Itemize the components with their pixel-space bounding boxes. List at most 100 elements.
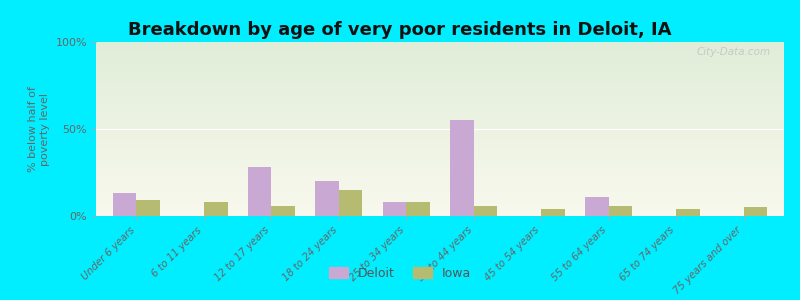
Legend: Deloit, Iowa: Deloit, Iowa [324, 262, 476, 285]
Bar [96, 201, 784, 202]
Bar [96, 189, 784, 190]
Bar [96, 142, 784, 143]
Bar [96, 182, 784, 183]
Bar [96, 120, 784, 121]
Bar [96, 173, 784, 174]
Bar [96, 214, 784, 215]
Bar [96, 183, 784, 184]
Bar [96, 111, 784, 112]
Bar [96, 43, 784, 44]
Bar [676, 209, 700, 216]
Bar [96, 203, 784, 204]
Bar [96, 98, 784, 99]
Bar [96, 94, 784, 95]
Bar [96, 102, 784, 103]
Bar [96, 211, 784, 212]
Bar [96, 153, 784, 154]
Bar [96, 85, 784, 86]
Bar [204, 202, 227, 216]
Bar [96, 76, 784, 77]
Bar [96, 46, 784, 47]
Bar [96, 71, 784, 72]
Bar [96, 69, 784, 70]
Bar [271, 206, 295, 216]
Bar [96, 44, 784, 45]
Bar [96, 159, 784, 160]
Bar [96, 122, 784, 123]
Bar [96, 200, 784, 201]
Bar [96, 73, 784, 74]
Bar [96, 148, 784, 149]
Bar [96, 126, 784, 127]
Bar [96, 172, 784, 173]
Bar [96, 125, 784, 126]
Bar [585, 197, 609, 216]
Bar [96, 128, 784, 129]
Bar [96, 192, 784, 193]
Bar [96, 132, 784, 133]
Bar [96, 91, 784, 92]
Bar [541, 209, 565, 216]
Bar [96, 130, 784, 131]
Bar [96, 121, 784, 122]
Bar [96, 105, 784, 106]
Text: Breakdown by age of very poor residents in Deloit, IA: Breakdown by age of very poor residents … [128, 21, 672, 39]
Bar [96, 133, 784, 134]
Bar [96, 59, 784, 60]
Bar [96, 124, 784, 125]
Bar [96, 194, 784, 195]
Bar [96, 84, 784, 85]
Bar [96, 90, 784, 91]
Bar [96, 129, 784, 130]
Bar [96, 165, 784, 166]
Bar [96, 100, 784, 101]
Bar [96, 150, 784, 151]
Bar [96, 196, 784, 197]
Bar [96, 157, 784, 158]
Bar [96, 144, 784, 145]
Bar [96, 135, 784, 136]
Bar [96, 109, 784, 110]
Bar [96, 114, 784, 115]
Bar [96, 79, 784, 80]
Bar [96, 178, 784, 179]
Bar [96, 88, 784, 89]
Bar [96, 107, 784, 108]
Bar [96, 161, 784, 162]
Bar [96, 117, 784, 118]
Bar [96, 179, 784, 180]
Bar [96, 93, 784, 94]
Bar [96, 56, 784, 57]
Bar [96, 70, 784, 71]
Bar [96, 136, 784, 137]
Bar [96, 83, 784, 84]
Bar [474, 206, 498, 216]
Bar [96, 80, 784, 81]
Bar [96, 55, 784, 56]
Bar [96, 63, 784, 64]
Bar [96, 215, 784, 216]
Bar [96, 68, 784, 69]
Bar [96, 47, 784, 48]
Bar [96, 110, 784, 111]
Bar [96, 123, 784, 124]
Bar [96, 74, 784, 75]
Bar [96, 75, 784, 76]
Bar [96, 158, 784, 159]
Bar [96, 197, 784, 198]
Bar [96, 151, 784, 152]
Bar [96, 143, 784, 144]
Bar [96, 193, 784, 194]
Bar [96, 207, 784, 208]
Bar [96, 97, 784, 98]
Bar [96, 163, 784, 164]
Bar [96, 48, 784, 49]
Bar [339, 190, 362, 216]
Bar [96, 58, 784, 59]
Bar [96, 72, 784, 73]
Bar [96, 54, 784, 55]
Bar [96, 96, 784, 97]
Bar [96, 134, 784, 135]
Bar [96, 175, 784, 176]
Bar [96, 64, 784, 65]
